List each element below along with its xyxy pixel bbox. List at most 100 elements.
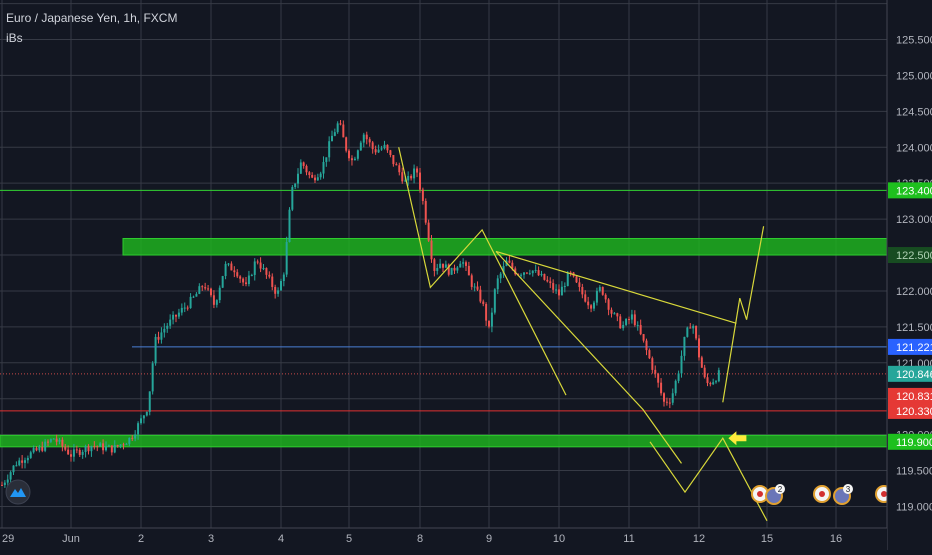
candle-body [717,370,720,382]
time-tick-label: 12 [693,533,705,545]
candle-body [140,418,142,424]
candle-body [359,142,362,151]
candle-body [169,319,172,326]
candle-body [470,275,473,287]
projection-path-down[interactable] [649,437,768,522]
price-tick-label: 124.500 [896,106,932,118]
candle-body [282,274,285,282]
price-axis[interactable]: 125.500125.000124.500124.000123.500123.0… [886,0,932,550]
candle-body [566,272,569,287]
candle-body [549,281,552,284]
projection-path-up[interactable] [722,226,765,403]
time-tick-label: 8 [417,533,423,545]
candle-body [371,142,374,150]
yellow-arrow-icon[interactable] [728,431,747,446]
candle-body [674,380,677,394]
candle-body [374,149,377,153]
candle-body [18,460,21,466]
price-tag-0 [888,182,932,199]
candle-body [686,327,689,337]
tradingview-logo-icon[interactable] [5,479,31,505]
candle-body [593,302,595,309]
price-tick-label: 122.500 [896,250,932,262]
candle-body [657,373,660,383]
candle-body [419,172,421,190]
candle-body [508,260,511,263]
candle-body [616,313,619,317]
candle-body [680,355,683,374]
candle-body [81,451,84,455]
candle-body [633,314,636,326]
zone-1[interactable] [0,434,888,448]
candle-body [677,373,680,381]
wedge-lower-trendline[interactable] [495,251,682,464]
candle-body [625,319,628,325]
candle-body [560,286,563,296]
candle-body [692,325,695,329]
time-tick-label: 4 [278,533,284,545]
candle-body [453,267,456,271]
candle-body [430,240,433,260]
candle-body [619,316,622,329]
candle-body [72,449,75,457]
time-tick-label: 9 [486,533,492,545]
candle-body [601,287,604,295]
indicator-label[interactable]: iBs [6,31,23,45]
candle-body [227,263,230,265]
candle-body [350,158,353,161]
candle-body [84,446,87,452]
candle-body [528,273,531,275]
candle-body [3,482,6,485]
candle-body [58,439,61,442]
candle-body [459,263,462,268]
time-tick-label: 29 [2,533,14,545]
candle-body [32,448,35,453]
zigzag-trendline[interactable] [398,147,567,396]
time-axis[interactable]: 29 Jun 2 3 4 5 8 9 10 11 12 15 16 [0,527,887,550]
candle-body [380,148,383,150]
candle-body [587,301,590,306]
zone-0[interactable] [122,237,888,256]
time-tick-label: 11 [623,533,634,545]
candle-body [47,441,49,443]
candle-body [78,449,81,455]
candle-body [297,173,299,184]
horizontal-level-lines[interactable] [0,189,887,412]
candle-body [122,444,125,446]
time-tick-label: Jun [62,533,80,545]
candle-body [96,446,99,448]
price-tag-label-1: 122.500 [896,250,932,262]
candle-body [386,144,389,151]
wedge-upper-trendline[interactable] [495,250,737,324]
candle-body [499,273,502,279]
candle-body [663,393,665,402]
candle-body [224,263,227,277]
price-tag-5 [888,402,932,419]
symbol-title[interactable]: Euro / Japanese Yen, 1h, FXCM [6,11,177,25]
candle-body [305,165,308,173]
price-tick-label: 119.500 [896,466,932,478]
candle-body [172,314,175,320]
candle-body [395,164,398,166]
candle-body [265,268,268,275]
candle-body [416,168,419,173]
candle-body [250,274,253,276]
candle-body [413,168,416,179]
candle-body [44,441,47,451]
candle-body [689,327,692,329]
candle-body [21,460,24,463]
candle-body [15,465,18,467]
candle-body [636,324,639,326]
candle-body [348,150,350,159]
trendline-drawings[interactable] [398,147,768,522]
candle-body [107,445,110,447]
price-tag-label-5: 120.330 [896,406,932,418]
candle-body [433,259,436,271]
candle-body [709,383,712,385]
candle-body [613,313,616,315]
candle-body [316,177,319,181]
candle-body [712,382,715,385]
